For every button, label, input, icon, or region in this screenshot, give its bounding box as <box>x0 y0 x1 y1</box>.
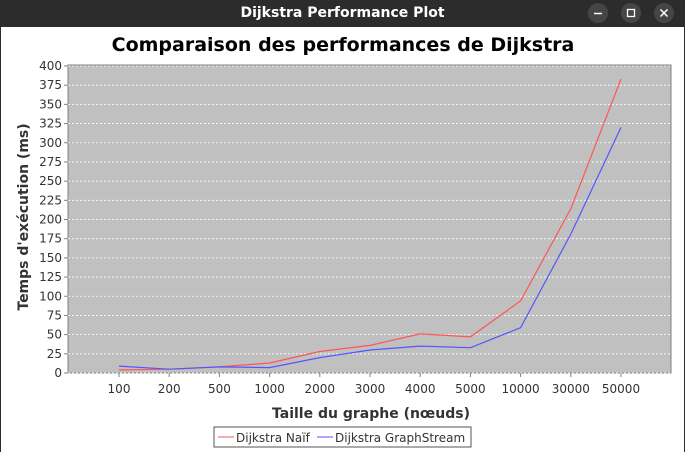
line-chart: Comparaison des performances de Dijkstra… <box>16 34 672 448</box>
y-tick-label-100: 100 <box>39 289 62 303</box>
x-tick-label-4000: 4000 <box>405 382 436 396</box>
y-tick-label-125: 125 <box>39 270 62 284</box>
title-bar[interactable]: Dijkstra Performance Plot <box>0 0 685 27</box>
x-axis-label: Taille du graphe (nœuds) <box>272 406 470 422</box>
legend-box <box>213 426 472 448</box>
x-tick-label-500: 500 <box>208 382 231 396</box>
chart-panel: Comparaison des performances de Dijkstra… <box>1 27 684 452</box>
y-tick-label-300: 300 <box>39 136 62 150</box>
x-tick-label-50000: 50000 <box>602 382 640 396</box>
x-tick-label-3000: 3000 <box>355 382 386 396</box>
plot-area <box>67 64 672 374</box>
legend-label-naif: Dijkstra Naïf <box>236 431 311 445</box>
x-tick-label-5000: 5000 <box>455 382 486 396</box>
x-tick-label-100: 100 <box>108 382 131 396</box>
window-title: Dijkstra Performance Plot <box>240 5 445 21</box>
minimize-button[interactable] <box>588 3 608 23</box>
y-tick-label-400: 400 <box>39 59 62 73</box>
close-button[interactable] <box>654 3 674 23</box>
y-tick-label-25: 25 <box>47 347 62 361</box>
grid-lines <box>68 65 671 374</box>
y-tick-label-275: 275 <box>39 155 62 169</box>
x-tick-label-30000: 30000 <box>552 382 590 396</box>
y-axis-label: Temps d'exécution (ms) <box>16 123 32 310</box>
y-tick-label-0: 0 <box>54 366 62 380</box>
legend: Dijkstra Naïf Dijkstra GraphStream <box>213 426 472 448</box>
y-tick-label-375: 375 <box>39 78 62 92</box>
series-lines <box>118 78 622 371</box>
x-tick-label-200: 200 <box>158 382 181 396</box>
y-tick-label-225: 225 <box>39 193 62 207</box>
minimize-icon <box>594 12 602 15</box>
x-tick-label-10000: 10000 <box>502 382 540 396</box>
chart-title: Comparaison des performances de Dijkstra <box>112 34 575 56</box>
x-axis: 100 200 500 1000 2000 3000 4000 5000 10000 30000 5… <box>108 373 640 396</box>
y-tick-label-175: 175 <box>39 232 62 246</box>
close-icon <box>659 8 669 18</box>
maximize-button[interactable] <box>621 3 641 23</box>
series-line-1 <box>118 127 622 370</box>
y-tick-label-50: 50 <box>47 328 62 342</box>
y-tick-label-350: 350 <box>39 97 62 111</box>
y-tick-label-250: 250 <box>39 174 62 188</box>
maximize-icon <box>626 8 636 18</box>
x-tick-label-1000: 1000 <box>254 382 285 396</box>
y-tick-label-75: 75 <box>47 308 62 322</box>
y-tick-label-325: 325 <box>39 117 62 131</box>
y-tick-label-200: 200 <box>39 213 62 227</box>
y-axis: 0 25 50 75 100 125 150 175 200 225 250 275 300 325 350… <box>39 59 68 380</box>
x-tick-label-2000: 2000 <box>305 382 336 396</box>
y-tick-label-150: 150 <box>39 251 62 265</box>
legend-label-graphstream: Dijkstra GraphStream <box>335 431 465 445</box>
